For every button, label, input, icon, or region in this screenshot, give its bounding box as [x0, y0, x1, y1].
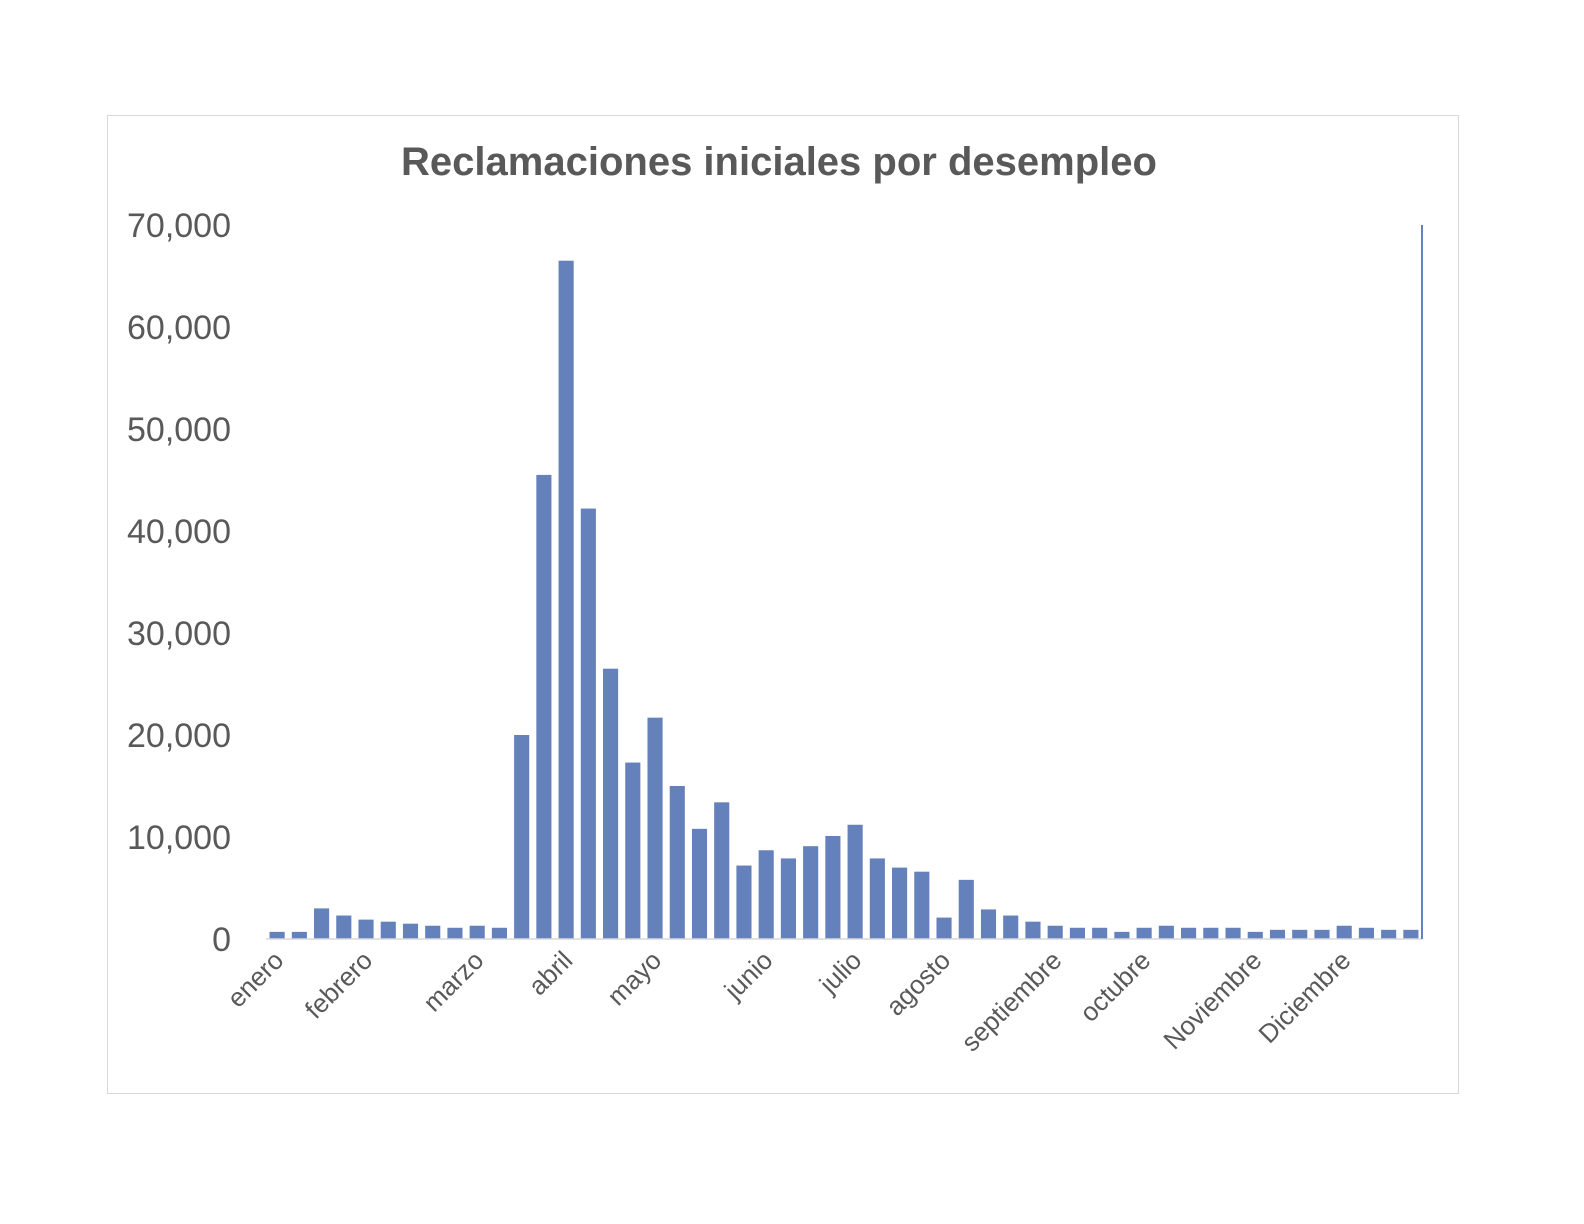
- bar: [780, 858, 796, 939]
- bar: [1047, 925, 1063, 939]
- bar: [1247, 931, 1263, 939]
- bar: [269, 931, 285, 939]
- bar: [291, 931, 307, 939]
- y-tick-label: 70,000: [127, 207, 231, 245]
- x-tick-label: octubre: [1074, 945, 1157, 1028]
- bar: [825, 835, 841, 939]
- y-tick-label: 60,000: [127, 309, 231, 347]
- bar: [892, 867, 908, 939]
- x-tick-label: julio: [813, 945, 868, 1000]
- bar: [1269, 929, 1286, 939]
- y-tick-label: 20,000: [127, 717, 231, 755]
- x-tick-label: Diciembre: [1252, 945, 1356, 1049]
- bar: [603, 668, 619, 939]
- bar: [558, 260, 574, 939]
- bar: [1092, 927, 1108, 939]
- bar: [1158, 925, 1174, 939]
- y-tick-label: 30,000: [127, 615, 231, 653]
- y-tick-label: 10,000: [127, 819, 231, 857]
- bar: [958, 879, 974, 939]
- bar: [936, 917, 952, 939]
- x-tick-label: Noviembre: [1157, 945, 1267, 1055]
- bar: [1181, 927, 1197, 939]
- bar: [580, 508, 596, 939]
- y-tick-label: 0: [212, 921, 231, 959]
- bar: [380, 921, 396, 939]
- bar: [1225, 927, 1241, 939]
- y-axis: 0 10,000 20,000 30,000 40,000 50,000 60,000 70,…: [127, 207, 231, 959]
- x-axis: enero febrero marzo abril mayo junio julio agos…: [221, 945, 1356, 1057]
- bar: [402, 923, 419, 939]
- bar: [1403, 929, 1419, 939]
- x-tick-label: marzo: [417, 945, 489, 1017]
- bar: [514, 735, 530, 939]
- x-tick-label: agosto: [880, 945, 956, 1021]
- bar: [714, 802, 730, 939]
- bars-group: [266, 225, 1423, 940]
- bar: [625, 762, 641, 939]
- x-tick-label: septiembre: [955, 945, 1067, 1057]
- x-tick-label: enero: [221, 945, 289, 1013]
- bar: [647, 717, 663, 939]
- bar: [1114, 931, 1130, 939]
- bar: [1314, 929, 1330, 939]
- y-tick-label: 40,000: [127, 513, 231, 551]
- bar: [447, 927, 463, 939]
- bar: [1381, 929, 1397, 939]
- bar: [358, 919, 374, 939]
- x-tick-label: junio: [718, 945, 779, 1006]
- x-tick-label: abril: [522, 945, 578, 1001]
- bar: [847, 824, 863, 939]
- bar: [1203, 927, 1219, 939]
- y-tick-label: 50,000: [127, 411, 231, 449]
- bar: [691, 828, 708, 939]
- x-tick-label: mayo: [601, 945, 667, 1011]
- bar: [736, 865, 752, 939]
- bar: [803, 846, 819, 939]
- bar: [1358, 927, 1374, 939]
- bar: [669, 786, 685, 939]
- bar: [336, 915, 352, 939]
- bar: [491, 927, 507, 939]
- bar: [1336, 925, 1352, 939]
- x-tick-label: febrero: [299, 945, 378, 1024]
- bar: [1025, 921, 1041, 939]
- bar: [980, 909, 997, 939]
- bar: [1136, 927, 1152, 939]
- bar: [914, 871, 930, 939]
- bar: [1292, 929, 1308, 939]
- bar: [758, 850, 774, 939]
- bar: [1003, 915, 1019, 939]
- bar: [1069, 927, 1085, 939]
- bar: [536, 474, 552, 939]
- bar: [314, 908, 330, 939]
- bar: [869, 858, 885, 939]
- bar: [425, 925, 441, 939]
- chart-title: Reclamaciones iniciales por desempleo: [401, 140, 1157, 184]
- bar: [469, 925, 485, 939]
